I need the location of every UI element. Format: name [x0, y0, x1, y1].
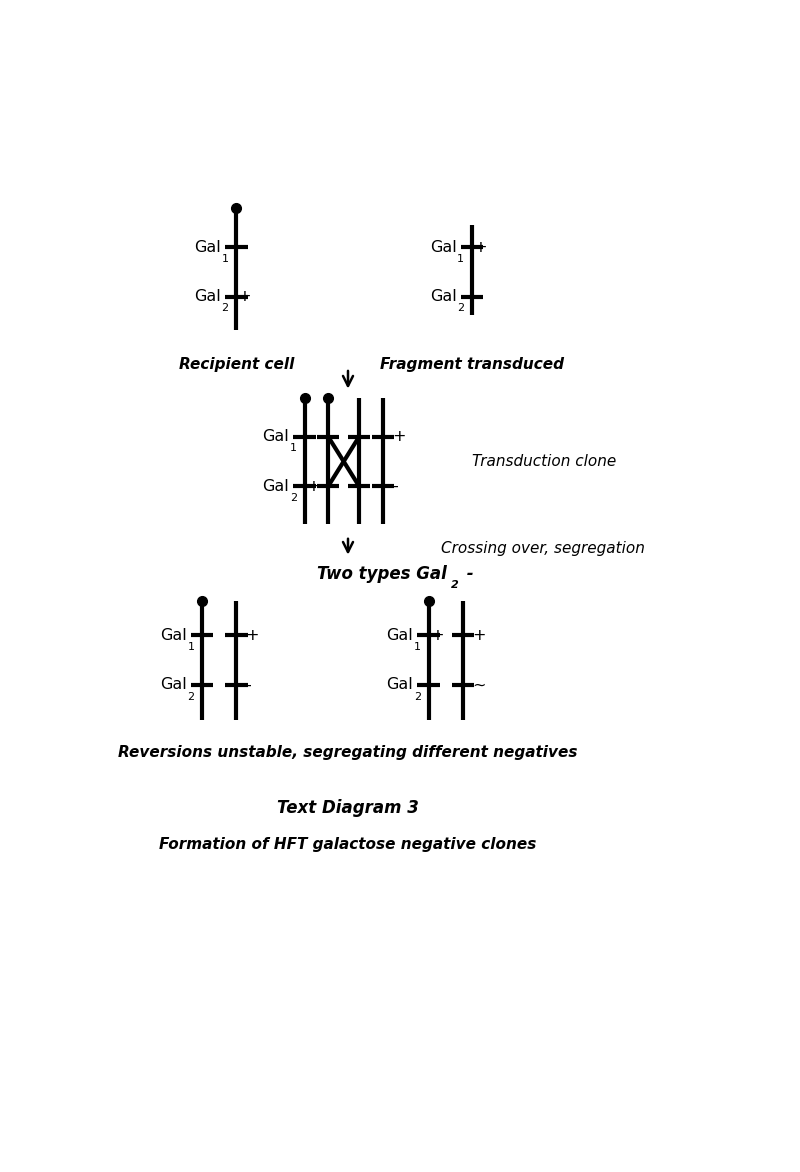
Text: +: +	[302, 479, 320, 493]
Text: -: -	[199, 628, 210, 642]
Text: 1: 1	[457, 254, 464, 264]
Text: 1: 1	[222, 254, 229, 264]
Text: 2: 2	[457, 304, 464, 313]
Text: -: -	[461, 565, 474, 582]
Text: Gal: Gal	[194, 289, 221, 305]
Text: Crossing over, segregation: Crossing over, segregation	[441, 541, 645, 556]
Text: 2: 2	[222, 304, 229, 313]
Text: -: -	[426, 677, 436, 693]
Text: Gal: Gal	[194, 239, 221, 254]
Text: -: -	[234, 239, 244, 254]
Text: +: +	[472, 628, 486, 642]
Text: -: -	[302, 429, 312, 444]
Text: Reversions unstable, segregating different negatives: Reversions unstable, segregating differe…	[118, 745, 578, 761]
Text: Recipient cell: Recipient cell	[178, 357, 294, 373]
Text: 2: 2	[290, 493, 297, 503]
Text: Gal: Gal	[262, 429, 289, 444]
Text: Formation of HFT galactose negative clones: Formation of HFT galactose negative clon…	[159, 837, 537, 852]
Text: +: +	[246, 628, 259, 642]
Text: -: -	[392, 479, 398, 493]
Text: -: -	[246, 677, 251, 693]
Text: Gal: Gal	[430, 289, 457, 305]
Text: -: -	[469, 289, 480, 305]
Text: 1: 1	[290, 443, 297, 454]
Text: 1: 1	[414, 642, 421, 652]
Text: 2: 2	[187, 691, 194, 702]
Text: 2: 2	[451, 580, 458, 590]
Text: +: +	[469, 239, 487, 254]
Text: Gal: Gal	[430, 239, 457, 254]
Text: Text Diagram 3: Text Diagram 3	[277, 799, 419, 817]
Text: Fragment transduced: Fragment transduced	[380, 357, 564, 373]
Text: Gal: Gal	[160, 628, 187, 642]
Text: +: +	[392, 429, 406, 444]
Text: Transduction clone: Transduction clone	[472, 454, 616, 469]
Text: -: -	[199, 677, 210, 693]
Text: 1: 1	[187, 642, 194, 652]
Text: Gal: Gal	[386, 677, 413, 693]
Text: Gal: Gal	[262, 479, 289, 493]
Text: Two types Gal: Two types Gal	[317, 565, 447, 582]
Text: ~: ~	[472, 677, 486, 693]
Text: +: +	[234, 289, 252, 305]
Text: 2: 2	[414, 691, 421, 702]
Text: Gal: Gal	[160, 677, 187, 693]
Text: Gal: Gal	[386, 628, 413, 642]
Text: +: +	[426, 628, 444, 642]
